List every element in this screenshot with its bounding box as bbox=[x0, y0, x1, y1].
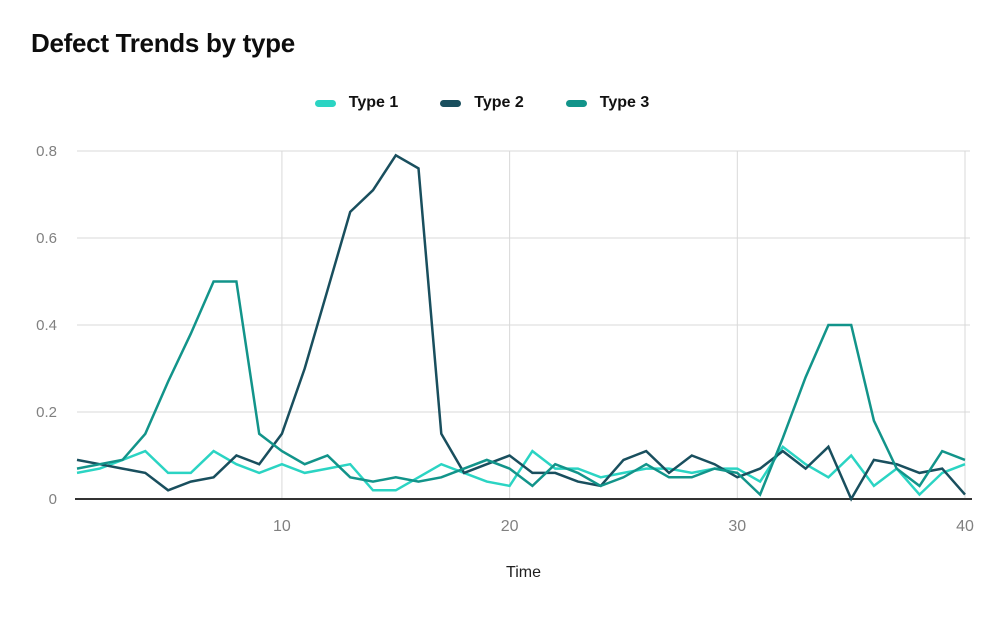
x-axis-title: Time bbox=[506, 564, 541, 581]
legend-swatch-type-1 bbox=[314, 99, 336, 107]
legend: Type 1 Type 2 Type 3 bbox=[0, 94, 982, 112]
legend-label-type-2: Type 2 bbox=[474, 94, 524, 111]
legend-item-type-2: Type 2 bbox=[440, 94, 524, 112]
y-tick-label: 0.8 bbox=[36, 143, 57, 160]
y-tick-label: 0.4 bbox=[36, 317, 57, 334]
x-tick-label: 20 bbox=[501, 518, 519, 535]
legend-label-type-1: Type 1 bbox=[348, 94, 399, 111]
tick-labels: 0 0.2 0.4 0.6 0.8 10 20 30 40 bbox=[36, 143, 974, 535]
legend-swatch-type-3 bbox=[565, 99, 587, 107]
series-line-type-3 bbox=[76, 280, 966, 497]
series-line-type-2 bbox=[76, 153, 966, 502]
y-tick-label: 0.2 bbox=[36, 404, 57, 421]
x-tick-label: 40 bbox=[956, 518, 974, 535]
x-tick-label: 10 bbox=[273, 518, 291, 535]
y-tick-label: 0.6 bbox=[36, 230, 57, 247]
legend-swatch-type-2 bbox=[440, 99, 462, 107]
y-tick-label: 0 bbox=[49, 491, 57, 508]
legend-item-type-3: Type 3 bbox=[565, 94, 650, 112]
gridlines bbox=[77, 150, 970, 499]
legend-label-type-3: Type 3 bbox=[599, 94, 650, 111]
x-tick-label: 30 bbox=[728, 518, 746, 535]
series-line-type-1 bbox=[76, 444, 966, 497]
chart-title: Defect Trends by type bbox=[31, 28, 295, 58]
series-lines bbox=[76, 153, 966, 502]
legend-item-type-1: Type 1 bbox=[314, 94, 399, 112]
